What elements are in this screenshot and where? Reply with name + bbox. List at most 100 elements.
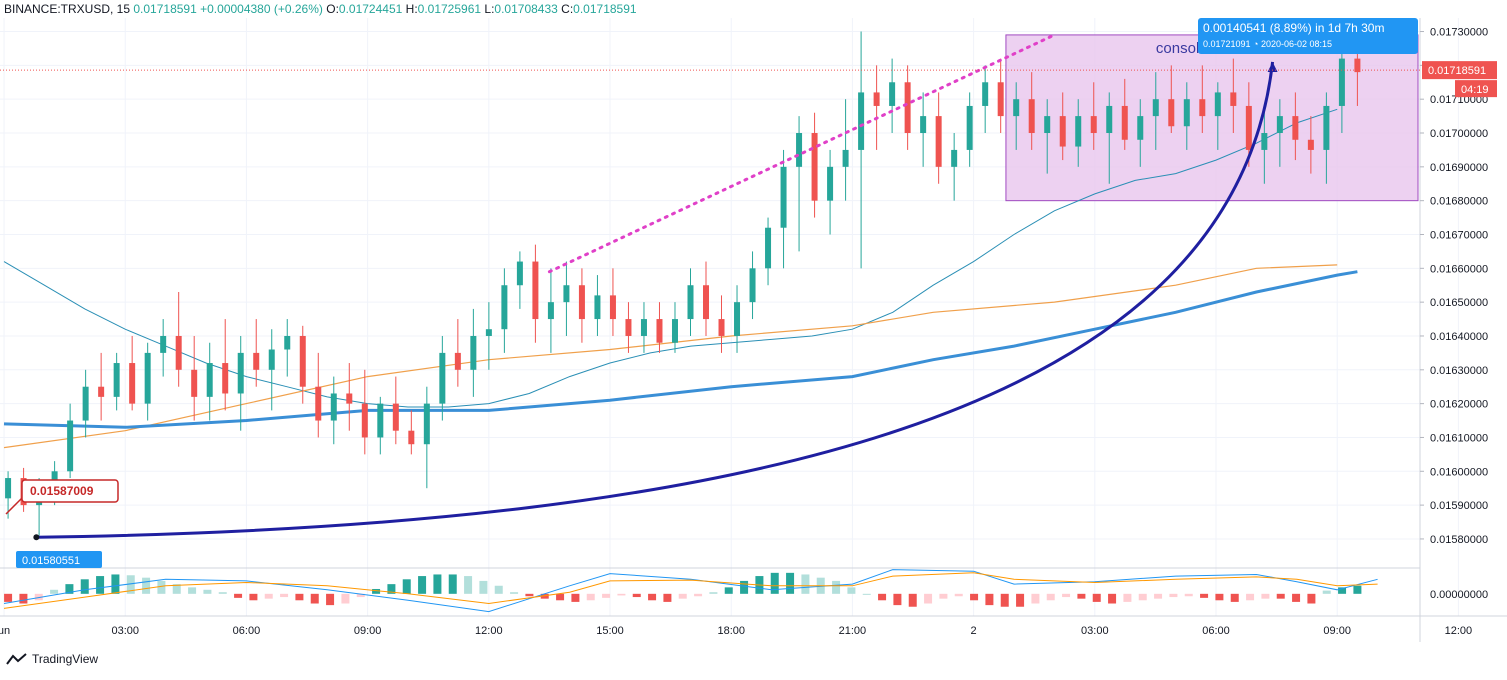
macd-bar [663, 593, 672, 602]
candle-body [780, 166, 787, 228]
candle-body [609, 295, 616, 320]
candle-body [1323, 105, 1330, 150]
candle-body [532, 261, 539, 320]
macd-bar [203, 589, 212, 594]
price-tick-label: 0.01600000 [1430, 466, 1488, 478]
time-tick-label: 15:00 [596, 625, 624, 637]
left-tag-box [21, 479, 119, 503]
macd-bar [34, 593, 43, 601]
macd-panel [3, 569, 1378, 613]
candle-body [1183, 99, 1190, 127]
candle-body [423, 403, 430, 445]
time-tick-label: 09:00 [354, 625, 382, 637]
macd-bar [4, 593, 13, 602]
low-callout-value: 0.01580551 [22, 555, 80, 567]
macd-bar [1062, 593, 1071, 598]
candle-body [346, 393, 353, 404]
macd-bar [1292, 593, 1301, 602]
time-tick-label: 21:00 [839, 625, 867, 637]
axis-frame [0, 18, 1507, 642]
macd-bar [1215, 593, 1224, 601]
time-tick-label: 06:00 [1202, 625, 1230, 637]
candle-body [253, 352, 260, 370]
candle-body [1152, 99, 1159, 117]
candle-body [1013, 99, 1020, 117]
tradingview-branding[interactable]: TradingView [6, 652, 98, 666]
candle-body [1168, 99, 1175, 127]
candle-body [1261, 133, 1268, 150]
time-tick-label: 06:00 [233, 625, 261, 637]
price-tick-label: 0.01680000 [1430, 196, 1488, 208]
price-axis[interactable]: 0.017300000.017200000.017100000.01700000… [1420, 27, 1488, 601]
candle-body [671, 319, 678, 343]
time-tick-label: 03:00 [111, 625, 139, 637]
candle-body [1354, 58, 1361, 73]
time-tick-label: 03:00 [1081, 625, 1109, 637]
macd-bar [939, 593, 948, 599]
candle-body [796, 133, 803, 167]
candle-body [1137, 116, 1144, 140]
macd-bar [96, 576, 105, 594]
macd-bar [1246, 593, 1255, 601]
candle-body [67, 420, 74, 472]
candle-body [1121, 105, 1128, 140]
ma-slow-line [3, 270, 1358, 429]
macd-bar [740, 580, 749, 594]
macd-bar [1261, 593, 1270, 599]
trend-dotted-line [547, 33, 1056, 274]
curve-start-point [33, 534, 40, 541]
candle-body [1245, 105, 1252, 150]
macd-bar [1046, 593, 1055, 601]
candle-body [982, 82, 989, 106]
candle-body [191, 369, 198, 397]
candle-body [951, 149, 958, 167]
candle-body [1028, 99, 1035, 134]
macd-bar [1154, 593, 1163, 599]
measure-callout-box [1198, 18, 1418, 54]
macd-bar [1184, 593, 1193, 597]
candle-body [547, 302, 554, 320]
macd-bar [1322, 590, 1331, 594]
macd-bar [571, 593, 580, 602]
macd-bar [402, 579, 411, 594]
time-axis[interactable]: un 03:00 06:00 09:00 12:00 15:00 18:00 21:00 2 03… [0, 625, 1472, 637]
time-tick-label: 2 [971, 625, 977, 637]
macd-bar [249, 593, 258, 601]
macd-bar [602, 593, 611, 598]
candle-body [904, 82, 911, 134]
price-tick-label: 0.01660000 [1430, 263, 1488, 275]
macd-bar [694, 593, 703, 597]
macd-bar [433, 574, 442, 594]
price-tick-label: 0.01640000 [1430, 331, 1488, 343]
candle-body [1214, 92, 1221, 117]
candle-body [765, 227, 772, 269]
price-tick-label: 0.01730000 [1430, 27, 1488, 39]
macd-bar [985, 593, 994, 606]
low-label: L: [484, 2, 495, 16]
macd-bar [709, 592, 718, 594]
tradingview-label: TradingView [32, 652, 99, 666]
candle-body [361, 403, 368, 438]
macd-bar [280, 593, 289, 598]
candlesticks [5, 31, 1361, 536]
candle-body [408, 430, 415, 445]
close-label: C: [561, 2, 574, 16]
candle-body [920, 116, 927, 134]
time-tick-label: un [0, 625, 10, 637]
price-tick-label: 0.01630000 [1430, 365, 1488, 377]
macd-bar [326, 593, 335, 606]
macd-bar [295, 593, 304, 601]
candle-body [1090, 116, 1097, 134]
candle-body [1199, 99, 1206, 117]
macd-bar [847, 587, 856, 594]
price-tick-label: 0.01650000 [1430, 297, 1488, 309]
candle-body [330, 393, 337, 421]
macd-bar [617, 593, 626, 596]
candle-body [594, 295, 601, 320]
symbol-header: BINANCE:TRXUSD, 15 0.01718591 +0.0000438… [4, 2, 637, 16]
macd-bar [1169, 593, 1178, 598]
open-value: 0.01724451 [338, 2, 403, 16]
candle-body [237, 352, 244, 394]
time-tick-label: 18:00 [717, 625, 745, 637]
